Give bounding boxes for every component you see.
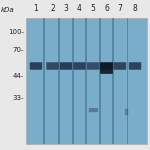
Text: 4: 4 — [77, 4, 82, 13]
Text: 5: 5 — [91, 4, 95, 13]
Bar — [112, 18, 114, 144]
Text: 1: 1 — [34, 4, 38, 13]
Text: 6: 6 — [104, 4, 109, 13]
FancyBboxPatch shape — [100, 62, 113, 70]
FancyBboxPatch shape — [73, 62, 86, 70]
FancyBboxPatch shape — [87, 62, 99, 70]
Text: 100-: 100- — [8, 29, 24, 35]
Bar — [72, 18, 74, 144]
Text: 70-: 70- — [12, 47, 24, 53]
Bar — [85, 18, 87, 144]
FancyBboxPatch shape — [30, 62, 42, 70]
Bar — [58, 18, 60, 144]
Text: 7: 7 — [118, 4, 122, 13]
Text: 33-: 33- — [12, 95, 24, 101]
Bar — [26, 18, 147, 144]
Text: 8: 8 — [133, 4, 137, 13]
Bar — [127, 18, 128, 144]
Text: 3: 3 — [64, 4, 68, 13]
FancyBboxPatch shape — [100, 63, 113, 74]
FancyBboxPatch shape — [60, 62, 72, 70]
Text: kDa: kDa — [1, 8, 14, 14]
Bar — [43, 18, 45, 144]
FancyBboxPatch shape — [89, 108, 98, 112]
FancyBboxPatch shape — [125, 109, 128, 115]
FancyBboxPatch shape — [129, 62, 141, 70]
FancyBboxPatch shape — [46, 62, 59, 70]
Text: 2: 2 — [50, 4, 55, 13]
FancyBboxPatch shape — [114, 62, 126, 70]
Text: 44-: 44- — [13, 74, 24, 80]
Bar — [99, 18, 101, 144]
